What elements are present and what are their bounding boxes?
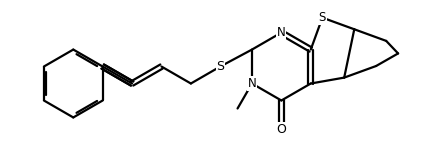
Text: S: S [216,60,224,73]
Text: N: N [277,26,286,39]
Text: O: O [276,123,286,136]
Text: N: N [248,77,256,90]
Text: S: S [319,11,326,24]
